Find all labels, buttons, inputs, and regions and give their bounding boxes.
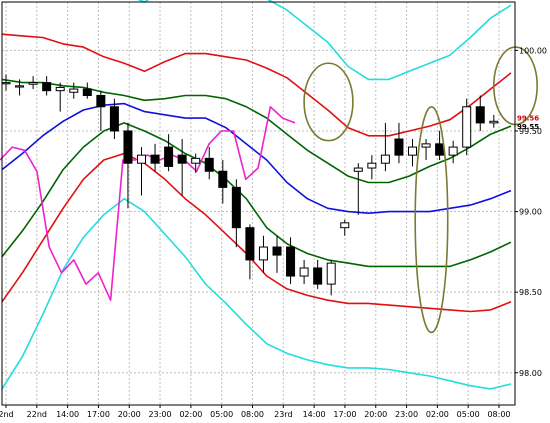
x-tick-label: 2nd [0,410,14,419]
candle-body [96,94,106,108]
series-line-ma [1,102,512,214]
x-tick-label: 02:00 [179,410,202,419]
y-tick-label: 100.00 [519,46,547,55]
x-tick-label: 08:00 [487,410,510,419]
series-line-upper1 [1,33,512,137]
candle-body [137,154,146,164]
candle-body [353,167,363,172]
x-tick-label: 05:00 [210,410,233,419]
y-tick-label: 98.00 [519,369,542,378]
plot-frame [1,1,516,406]
series-line-lower1 [1,152,512,313]
candle-body [448,146,458,156]
candle-body [191,157,201,164]
y-tick-label: 98.50 [519,288,542,297]
x-tick-label: 23:00 [395,410,418,419]
x-tick-label: 14:00 [303,410,326,419]
x-tick-label: 22nd [27,410,47,419]
annotation-circle [303,62,354,142]
candle-body [150,154,160,164]
candle-body [299,267,309,277]
candle-body [489,120,499,124]
candle-body [177,154,187,164]
current-price-label: 99.55 [517,123,539,131]
candle-body [15,85,25,88]
candle-body [380,154,390,164]
x-tick-label: 17:00 [333,410,356,419]
annotation-circle [414,105,449,334]
candlesticks [1,74,499,296]
candle-body [326,262,336,285]
candle-body [272,246,282,256]
candle-body [69,88,79,93]
candle-body [435,143,445,156]
series-line-lower_inner [1,122,512,268]
candle-body [462,106,472,148]
candle-body [42,82,52,92]
y-tick-label: 99.00 [519,208,542,217]
candle-body [1,82,11,85]
series-line-upper2 [137,0,512,81]
candle-body [123,130,133,164]
candle-body [367,162,377,169]
x-tick-label: 05:00 [457,410,480,419]
candle-body [421,143,431,148]
candle-body [231,186,241,229]
candle-body [82,88,92,96]
price-label-secondary: 99.56 [517,114,539,122]
x-tick-label: 02:00 [426,410,449,419]
x-tick-label: 23:00 [149,410,172,419]
y-tick-label: 99.50 [519,127,542,136]
candle-body [475,106,485,124]
candle-body [55,86,65,92]
candle-body [286,246,296,277]
x-tick-label: 08:00 [241,410,264,419]
candle-body [28,82,38,85]
x-tick-label: 23rd [274,410,292,419]
x-tick-label: 14:00 [56,410,79,419]
series-line-lower2 [1,197,512,390]
x-tick-label: 20:00 [118,410,141,419]
series-line-lagging [0,106,296,302]
x-tick-label: 20:00 [364,410,387,419]
candle-body [408,146,417,156]
candle-body [245,227,255,261]
candle-body [164,146,174,167]
candle-body [218,170,228,188]
candle-body [313,267,323,285]
candle-body [394,138,404,156]
candle-body [204,157,214,172]
candle-body [109,106,119,132]
candle-body [258,246,268,261]
candle-body [340,222,350,229]
x-tick-label: 17:00 [87,410,110,419]
